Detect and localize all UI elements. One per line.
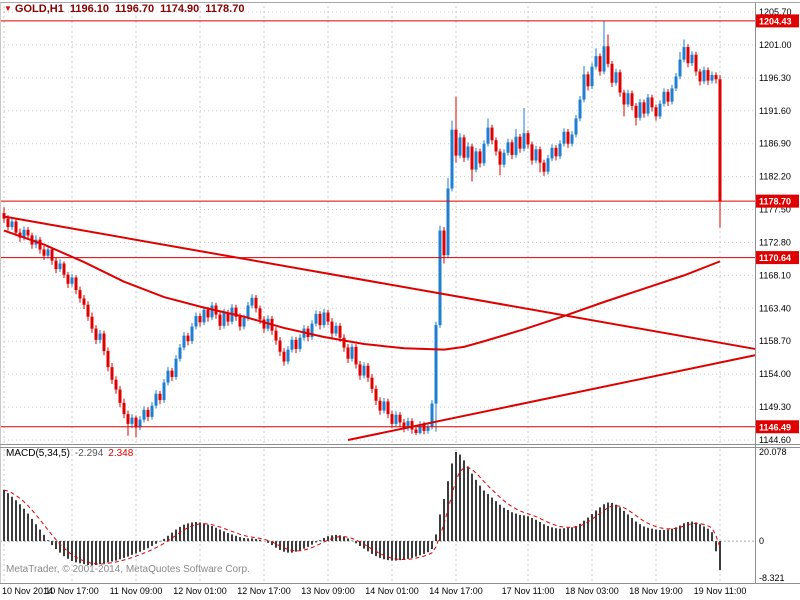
indicator-label: MACD(5,34,5) -2.294 2.348 bbox=[6, 448, 133, 459]
candlesticks bbox=[2, 21, 722, 438]
svg-text:0: 0 bbox=[759, 536, 764, 546]
close-value: 1178.70 bbox=[205, 3, 245, 15]
svg-text:11 Nov 09:00: 11 Nov 09:00 bbox=[110, 586, 163, 596]
svg-text:18 Nov 03:00: 18 Nov 03:00 bbox=[565, 586, 619, 596]
panel-divider[interactable] bbox=[0, 443, 800, 449]
svg-text:1149.30: 1149.30 bbox=[759, 402, 791, 412]
svg-text:1178.70: 1178.70 bbox=[759, 197, 791, 207]
axis-labels: 1205.70 1201.00 1196.30 1191.60 1186.90 1182.… bbox=[2, 7, 792, 596]
svg-text:1204.43: 1204.43 bbox=[759, 16, 792, 26]
svg-text:1177.50: 1177.50 bbox=[759, 205, 791, 215]
svg-text:14 Nov 17:00: 14 Nov 17:00 bbox=[429, 586, 483, 596]
svg-text:1163.40: 1163.40 bbox=[759, 303, 791, 313]
svg-text:12 Nov 01:00: 12 Nov 01:00 bbox=[173, 586, 227, 596]
svg-text:1172.80: 1172.80 bbox=[759, 237, 791, 247]
svg-text:1191.60: 1191.60 bbox=[759, 106, 791, 116]
price-down-arrow-icon: ▼ bbox=[4, 4, 12, 13]
low-value: 1174.90 bbox=[160, 3, 200, 15]
indicator-name: MACD(5,34,5) bbox=[6, 448, 70, 459]
svg-text:1168.10: 1168.10 bbox=[759, 270, 791, 280]
svg-text:13 Nov 09:00: 13 Nov 09:00 bbox=[301, 586, 355, 596]
svg-text:1182.20: 1182.20 bbox=[759, 172, 791, 182]
svg-text:18 Nov 19:00: 18 Nov 19:00 bbox=[629, 586, 683, 596]
time-axis[interactable] bbox=[0, 583, 800, 600]
svg-text:12 Nov 17:00: 12 Nov 17:00 bbox=[237, 586, 291, 596]
macd-histogram bbox=[3, 451, 721, 570]
svg-text:10 Nov 2014: 10 Nov 2014 bbox=[2, 586, 53, 596]
panel-borders bbox=[0, 2, 800, 584]
svg-text:17 Nov 11:00: 17 Nov 11:00 bbox=[502, 586, 555, 596]
horizontal-price-lines bbox=[0, 20, 755, 428]
svg-text:19 Nov 11:00: 19 Nov 11:00 bbox=[694, 586, 747, 596]
price-axis[interactable] bbox=[755, 0, 800, 583]
svg-text:-8.321: -8.321 bbox=[759, 573, 785, 583]
svg-text:14 Nov 01:00: 14 Nov 01:00 bbox=[365, 586, 419, 596]
svg-text:1158.70: 1158.70 bbox=[759, 336, 791, 346]
macd-signal-value: 2.348 bbox=[108, 448, 134, 459]
svg-text:1186.90: 1186.90 bbox=[759, 139, 791, 149]
grid-lines bbox=[0, 6, 755, 581]
ohlc-header: ▼ GOLD,H1 1196.10 1196.70 1174.90 1178.70 bbox=[4, 3, 244, 15]
svg-text:1144.60: 1144.60 bbox=[759, 435, 791, 445]
svg-text:1146.49: 1146.49 bbox=[759, 422, 791, 432]
svg-text:1205.70: 1205.70 bbox=[759, 7, 792, 17]
svg-text:10 Nov 17:00: 10 Nov 17:00 bbox=[45, 586, 99, 596]
svg-text:20.078: 20.078 bbox=[759, 447, 787, 457]
svg-text:1196.30: 1196.30 bbox=[759, 73, 791, 83]
svg-text:1154.00: 1154.00 bbox=[759, 369, 791, 379]
svg-text:1201.00: 1201.00 bbox=[759, 40, 792, 50]
open-value: 1196.10 bbox=[69, 3, 109, 15]
price-tags: 1204.43 1170.64 1146.49 1178.70 bbox=[756, 14, 799, 434]
svg-text:1170.64: 1170.64 bbox=[759, 253, 791, 263]
macd-main-value: -2.294 bbox=[74, 448, 104, 459]
high-value: 1196.70 bbox=[114, 3, 155, 15]
trend-lines-and-moving-average bbox=[3, 215, 756, 441]
symbol-timeframe-label: GOLD,H1 bbox=[14, 3, 64, 15]
